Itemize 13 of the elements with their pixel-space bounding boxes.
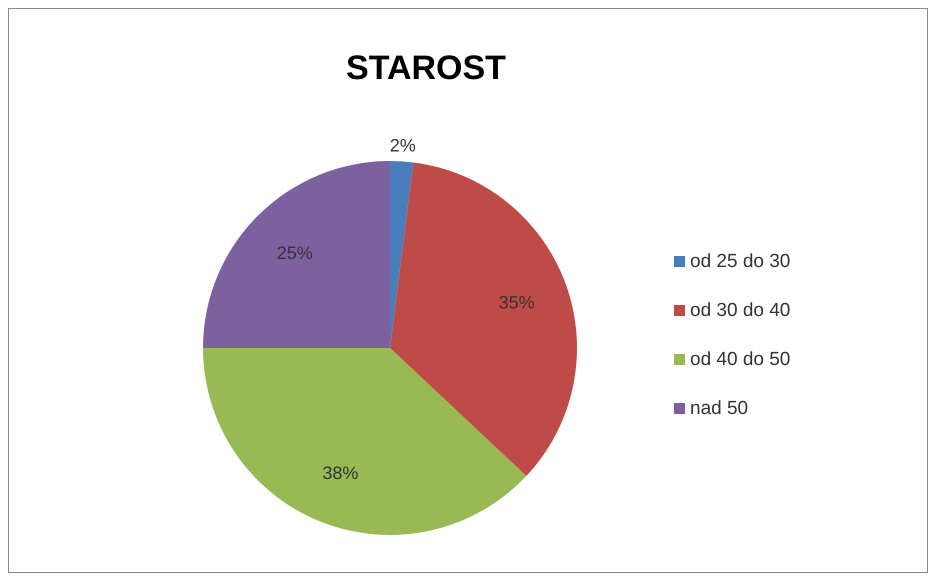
pie-slice [203, 161, 390, 348]
data-label: 35% [498, 292, 535, 312]
legend-label: nad 50 [690, 398, 748, 420]
data-label: 25% [276, 242, 313, 263]
pie-slice [390, 162, 577, 476]
chart-title: STAROST [345, 49, 507, 88]
pie-slice [390, 161, 414, 348]
pie-slice [203, 348, 526, 535]
legend-label: od 40 do 50 [690, 348, 790, 370]
data-label: 2% [390, 135, 416, 156]
data-label: 38% [322, 463, 358, 484]
legend-label: od 30 do 40 [690, 300, 790, 322]
legend-label: od 25 do 30 [690, 250, 790, 272]
